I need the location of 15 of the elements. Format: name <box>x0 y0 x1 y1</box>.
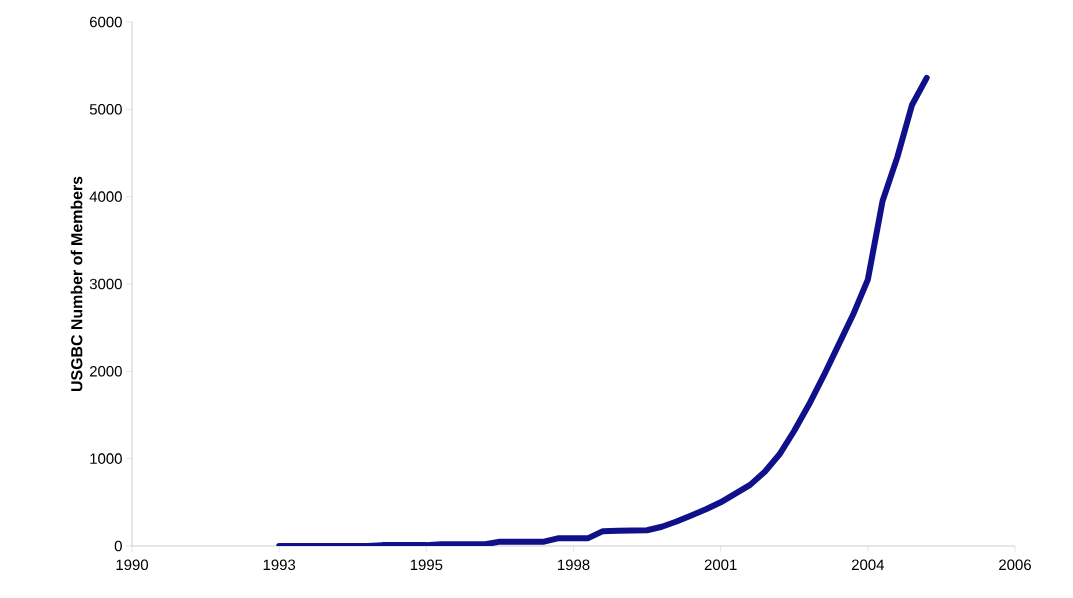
y-tick-label: 4000 <box>89 191 122 202</box>
y-tick-label: 1000 <box>90 453 122 464</box>
y-axis-title: USGBC Number of Members <box>70 176 83 392</box>
x-tick-label: 2006 <box>999 559 1031 571</box>
y-tick-label: 6000 <box>90 16 122 28</box>
x-tick-label: 1993 <box>263 559 296 571</box>
x-tick-label: 1998 <box>558 559 590 571</box>
x-tick-label: 2004 <box>851 559 885 571</box>
x-tick-label: 2001 <box>704 559 737 571</box>
y-tick-label: 3000 <box>89 278 122 290</box>
y-tick-label: 2000 <box>89 366 122 377</box>
x-tick-label: 1995 <box>410 559 443 571</box>
y-tick-label: 5000 <box>89 104 122 115</box>
y-tick-label: 0 <box>114 540 122 552</box>
x-tick-label: 1990 <box>116 559 149 571</box>
